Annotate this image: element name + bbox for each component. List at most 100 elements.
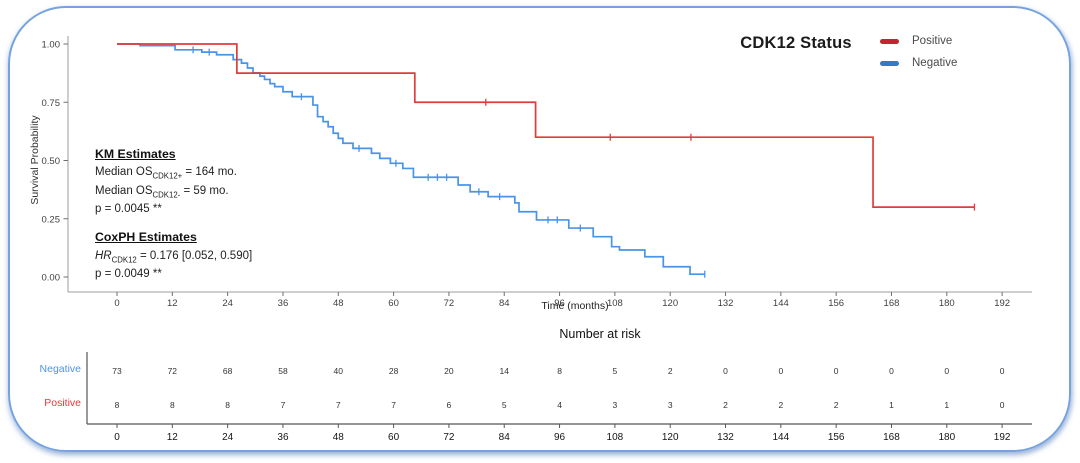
risk-count-positive: 7 [281, 400, 286, 410]
x-tick-label: 60 [388, 298, 399, 309]
km-median-line-negative: Median OSCDK12- = 59 mo. [95, 184, 252, 203]
x-tick-label: 36 [278, 298, 289, 309]
risk-count-positive: 2 [834, 400, 839, 410]
positive-swatch-icon [880, 38, 899, 44]
risk-time-label: 192 [994, 432, 1011, 443]
risk-count-negative: 58 [278, 366, 288, 376]
risk-count-negative: 14 [500, 366, 510, 376]
hr-prefix: HR [95, 249, 112, 262]
risk-row-label-negative: Negative [39, 363, 81, 375]
x-tick-label: 24 [222, 298, 233, 309]
median-os-subscript: CDK12+ [152, 171, 183, 181]
x-tick-label: 144 [773, 298, 789, 309]
legend-item-negative: Negative [880, 55, 957, 71]
median-os-value: = 164 mo. [182, 166, 237, 179]
risk-count-positive: 2 [723, 400, 728, 410]
risk-count-negative: 0 [778, 366, 783, 376]
risk-count-positive: 8 [115, 400, 120, 410]
coxph-p-value: p = 0.0049 ** [95, 268, 162, 281]
x-tick-label: 84 [499, 298, 510, 309]
risk-count-positive: 7 [336, 400, 341, 410]
risk-time-label: 180 [938, 432, 955, 443]
risk-count-negative: 20 [444, 366, 454, 376]
risk-count-positive: 4 [557, 400, 562, 410]
risk-time-label: 156 [828, 432, 845, 443]
chart-title: CDK12 Status [740, 34, 852, 52]
legend: Positive Negative [880, 33, 957, 77]
risk-count-negative: 73 [112, 366, 122, 376]
x-tick-label: 108 [607, 298, 623, 309]
hr-subscript: CDK12 [111, 254, 137, 264]
risk-count-positive: 5 [502, 400, 507, 410]
risk-count-negative: 0 [889, 366, 894, 376]
km-estimates-header: KM Estimates [95, 147, 176, 161]
x-tick-label: 192 [994, 298, 1010, 309]
km-p-value: p = 0.0045 ** [95, 203, 162, 216]
risk-time-label: 144 [772, 432, 789, 443]
risk-count-negative: 0 [834, 366, 839, 376]
hr-value: = 0.176 [0.052, 0.590] [136, 249, 253, 262]
risk-time-label: 60 [388, 432, 400, 443]
card-frame [8, 6, 1071, 452]
x-tick-label: 0 [114, 298, 119, 309]
risk-count-positive: 2 [778, 400, 783, 410]
x-tick-label: 48 [333, 298, 344, 309]
x-tick-label: 120 [662, 298, 678, 309]
risk-time-label: 24 [222, 432, 234, 443]
y-axis-title: Survival Probability [29, 115, 41, 205]
x-tick-label: 72 [444, 298, 455, 309]
risk-count-positive: 8 [170, 400, 175, 410]
risk-count-positive: 7 [391, 400, 396, 410]
legend-item-positive: Positive [880, 33, 957, 49]
x-tick-label: 12 [167, 298, 178, 309]
risk-count-negative: 28 [389, 366, 399, 376]
risk-count-negative: 0 [723, 366, 728, 376]
y-tick-label: 0.00 [42, 273, 61, 284]
y-tick-label: 0.50 [42, 156, 61, 167]
risk-count-negative: 5 [613, 366, 618, 376]
negative-swatch-icon [880, 60, 899, 66]
risk-time-label: 120 [662, 432, 679, 443]
median-os-prefix: Median OS [95, 184, 153, 197]
risk-row-label-positive: Positive [44, 397, 81, 409]
x-tick-label: 168 [884, 298, 900, 309]
km-curve-negative [117, 43, 705, 276]
risk-time-label: 48 [333, 432, 345, 443]
x-tick-label: 132 [718, 298, 734, 309]
risk-time-label: 132 [717, 432, 734, 443]
x-tick-label: 96 [554, 298, 565, 309]
risk-time-label: 96 [554, 432, 566, 443]
risk-count-negative: 0 [1000, 366, 1005, 376]
y-tick-label: 0.25 [42, 214, 61, 225]
risk-time-label: 84 [499, 432, 511, 443]
risk-time-label: 108 [607, 432, 624, 443]
risk-time-label: 36 [277, 432, 289, 443]
km-median-line-positive: Median OSCDK12+ = 164 mo. [95, 165, 252, 184]
coxph-estimates-header: CoxPH Estimates [95, 230, 197, 245]
km-curve-positive [117, 43, 975, 208]
risk-count-positive: 6 [447, 400, 452, 410]
risk-count-positive: 3 [668, 400, 673, 410]
risk-count-negative: 2 [668, 366, 673, 376]
risk-count-negative: 68 [223, 366, 233, 376]
legend-label-negative: Negative [912, 57, 958, 69]
x-tick-label: 180 [939, 298, 955, 309]
risk-count-negative: 0 [944, 366, 949, 376]
median-os-value: = 59 mo. [180, 184, 229, 197]
median-os-prefix: Median OS [95, 166, 153, 179]
legend-label-positive: Positive [912, 35, 953, 47]
risk-count-positive: 3 [613, 400, 618, 410]
median-os-subscript: CDK12- [152, 190, 181, 199]
risk-count-positive: 1 [944, 400, 949, 410]
coxph-hr-line: HRCDK12 = 0.176 [0.052, 0.590] [95, 249, 252, 268]
x-tick-label: 156 [828, 298, 844, 309]
risk-table-header: Number at risk [559, 327, 641, 341]
risk-time-label: 168 [883, 432, 900, 443]
x-axis-title: Time (months) [541, 300, 609, 312]
risk-count-positive: 0 [1000, 400, 1005, 410]
risk-time-label: 12 [167, 432, 179, 443]
y-tick-label: 0.75 [42, 98, 61, 109]
risk-count-negative: 72 [168, 366, 178, 376]
